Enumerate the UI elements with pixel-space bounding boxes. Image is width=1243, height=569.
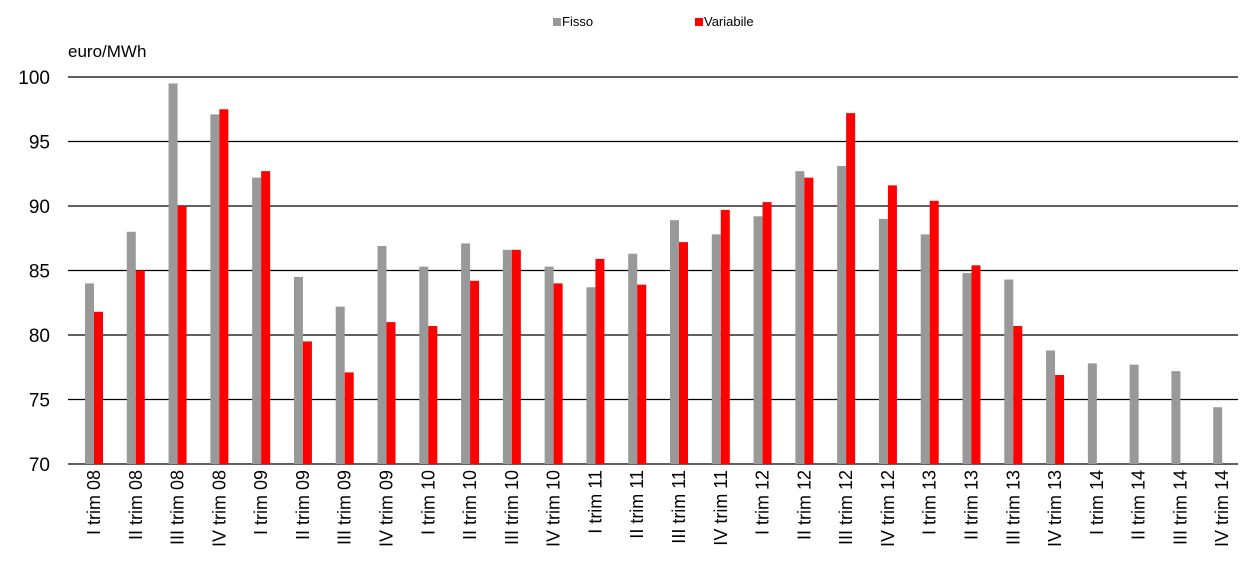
bar-fisso-21 xyxy=(962,273,972,464)
y-tick-label: 100 xyxy=(18,68,50,89)
legend: Fisso Variabile xyxy=(553,14,754,29)
x-tick-label: IV trim 09 xyxy=(377,470,397,547)
bar-fisso-14 xyxy=(670,220,679,464)
x-tick-label: III trim 13 xyxy=(1003,470,1023,545)
bar-variabile-15 xyxy=(720,209,730,464)
x-tick-label: II trim 14 xyxy=(1129,470,1149,540)
bar-variabile-5 xyxy=(302,341,312,464)
bar-fisso-1 xyxy=(126,231,136,464)
bar-fisso-17 xyxy=(795,171,805,465)
bar-fisso-22 xyxy=(1004,279,1014,464)
x-tick-label: III trim 09 xyxy=(335,470,355,545)
x-tick-label: III trim 14 xyxy=(1170,470,1190,545)
bar-variabile-12 xyxy=(595,258,605,464)
bar-variabile-16 xyxy=(762,202,772,464)
bar-fisso-13 xyxy=(628,253,638,464)
x-tick-label: I trim 13 xyxy=(920,470,940,535)
x-tick-label: I trim 09 xyxy=(251,470,271,535)
bar-fisso-19 xyxy=(878,218,888,464)
bars xyxy=(85,83,1223,465)
x-tick-label: III trim 11 xyxy=(669,470,689,544)
bar-fisso-3 xyxy=(210,114,220,464)
y-tick-label: 95 xyxy=(29,133,50,154)
bar-fisso-2 xyxy=(168,83,178,464)
bar-variabile-19 xyxy=(887,185,897,465)
legend-label-variabile: Variabile xyxy=(704,14,754,29)
bar-fisso-0 xyxy=(85,283,94,464)
bar-fisso-25 xyxy=(1129,364,1139,464)
bar-variabile-6 xyxy=(344,372,354,464)
x-tick-label: I trim 14 xyxy=(1087,470,1107,535)
y-axis-unit-label: euro/MWh xyxy=(68,42,146,61)
y-tick-label: 90 xyxy=(29,197,50,218)
bar-variabile-21 xyxy=(971,265,981,464)
bar-fisso-20 xyxy=(920,234,930,464)
bar-fisso-27 xyxy=(1213,407,1223,464)
bar-fisso-7 xyxy=(377,245,387,464)
bar-variabile-20 xyxy=(929,200,939,464)
bar-fisso-6 xyxy=(335,306,345,464)
y-tick-label: 80 xyxy=(29,326,50,347)
bar-variabile-14 xyxy=(679,242,688,464)
bar-fisso-9 xyxy=(461,243,471,464)
y-tick-label: 70 xyxy=(29,455,50,476)
bar-variabile-22 xyxy=(1013,325,1023,464)
x-axis-tick-labels: I trim 08 II trim 08 III trim 08 IV trim 08… xyxy=(84,470,1232,547)
bar-variabile-13 xyxy=(637,284,647,464)
bar-variabile-23 xyxy=(1055,374,1065,464)
bar-variabile-4 xyxy=(261,171,271,465)
x-tick-label: II trim 09 xyxy=(293,470,313,540)
y-tick-label: 85 xyxy=(29,262,50,283)
bar-fisso-23 xyxy=(1046,350,1056,464)
x-tick-label: IV trim 14 xyxy=(1212,470,1232,547)
bar-variabile-7 xyxy=(386,322,396,464)
bar-fisso-10 xyxy=(502,249,512,464)
x-tick-label: I trim 11 xyxy=(585,470,605,534)
x-tick-label: IV trim 13 xyxy=(1045,470,1065,547)
bar-fisso-11 xyxy=(544,266,554,464)
bar-variabile-18 xyxy=(846,113,856,465)
x-tick-label: IV trim 08 xyxy=(209,470,229,547)
bar-fisso-18 xyxy=(837,166,847,464)
x-tick-label: II trim 10 xyxy=(460,470,480,540)
bar-variabile-8 xyxy=(428,325,438,464)
bar-fisso-24 xyxy=(1087,363,1097,464)
bar-fisso-15 xyxy=(711,234,721,464)
x-tick-label: I trim 10 xyxy=(418,470,438,535)
bar-fisso-12 xyxy=(586,287,596,464)
legend-label-fisso: Fisso xyxy=(562,14,593,29)
x-tick-label: I trim 08 xyxy=(84,470,104,535)
bar-fisso-8 xyxy=(419,266,429,464)
bar-fisso-26 xyxy=(1171,371,1181,464)
x-tick-label: I trim 12 xyxy=(753,470,773,535)
bar-fisso-16 xyxy=(753,216,763,464)
x-tick-label: IV trim 10 xyxy=(544,470,564,547)
x-tick-label: II trim 12 xyxy=(794,470,814,540)
x-tick-label: IV trim 11 xyxy=(711,470,731,546)
x-tick-label: III trim 08 xyxy=(168,470,188,545)
bar-variabile-17 xyxy=(804,177,814,464)
bar-fisso-4 xyxy=(252,177,262,464)
x-tick-label: III trim 12 xyxy=(836,470,856,545)
bar-variabile-1 xyxy=(135,270,145,464)
bar-variabile-9 xyxy=(470,280,480,464)
bar-variabile-10 xyxy=(511,249,521,464)
bar-variabile-0 xyxy=(94,311,103,464)
bar-variabile-11 xyxy=(553,283,563,464)
bar-fisso-5 xyxy=(293,276,303,464)
x-tick-label: II trim 13 xyxy=(962,470,982,540)
legend-swatch-variabile xyxy=(695,18,703,26)
bar-variabile-2 xyxy=(177,206,187,464)
y-axis-tick-labels: 70 75 80 85 90 95 100 xyxy=(18,68,50,476)
x-tick-label: III trim 10 xyxy=(502,470,522,545)
y-tick-label: 75 xyxy=(29,391,50,412)
bar-variabile-3 xyxy=(219,109,229,464)
x-tick-label: IV trim 12 xyxy=(878,470,898,547)
x-tick-label: II trim 08 xyxy=(126,470,146,540)
legend-swatch-fisso xyxy=(553,18,561,26)
x-tick-label: II trim 11 xyxy=(627,470,647,539)
